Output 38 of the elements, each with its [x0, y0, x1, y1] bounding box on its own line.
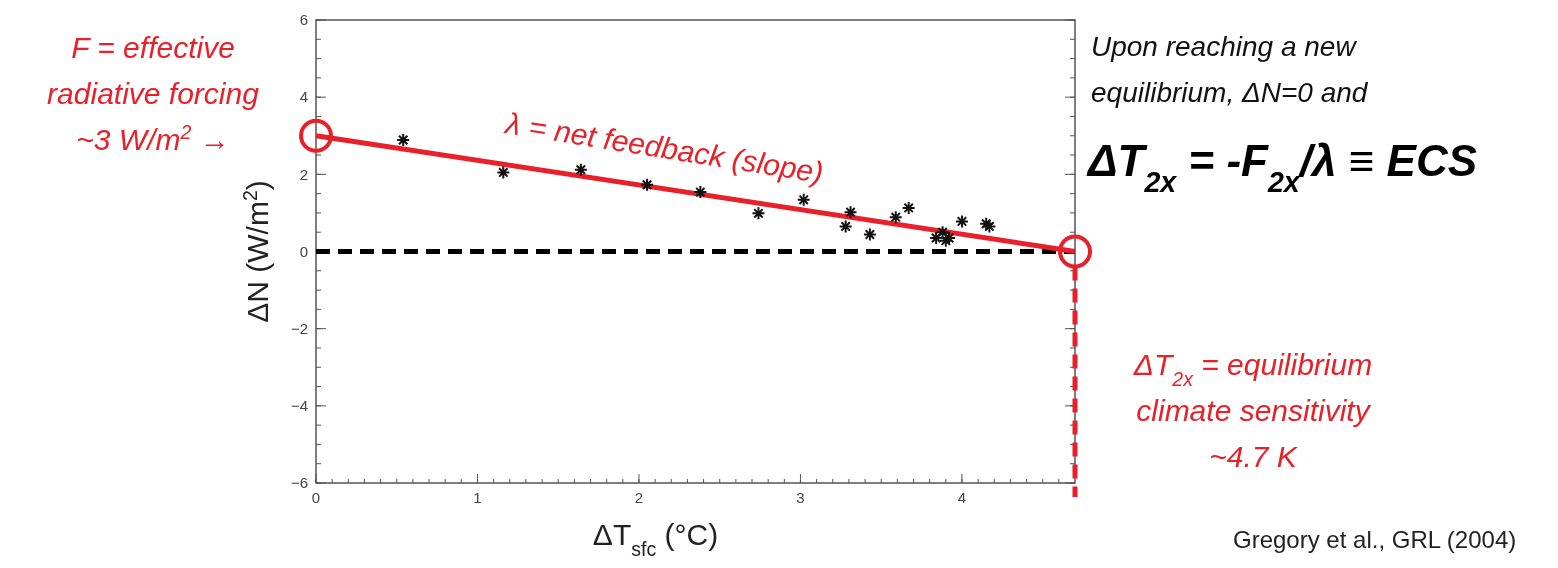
x-tick-label: 2	[634, 489, 644, 506]
point	[573, 162, 588, 177]
point	[888, 210, 903, 225]
text: ΔT$_{2x}$ = -F$_{2x}$/λ ≡ ECS	[1086, 136, 1478, 198]
y-tick-label: −4	[290, 397, 308, 415]
point	[838, 219, 853, 234]
text: Upon reaching a new equilibrium, ΔN=0 and	[1091, 31, 1369, 108]
point	[843, 205, 858, 220]
y-tick-label: 6	[299, 11, 308, 29]
x-tick-label: 1	[473, 489, 482, 506]
y-tick-label: 4	[299, 88, 308, 106]
point	[640, 177, 655, 192]
point	[299, 118, 333, 153]
point	[929, 231, 944, 245]
point	[693, 185, 708, 200]
point	[942, 231, 957, 245]
annotation: λ = net feedback (slope)	[501, 105, 826, 190]
text: F = effective radiative forcing ~3 W/m$^{2}$ →	[47, 31, 260, 156]
y-tick-label: −6	[290, 474, 308, 492]
text: ΔT$_{2x}$ = equilibrium climate sensitivity ~4.7 K	[1132, 348, 1373, 473]
text: Gregory et al., GRL (2004)	[1233, 526, 1517, 553]
y-tick-label: −2	[290, 319, 308, 337]
point	[1058, 234, 1092, 269]
x-axis-title: ΔT$_{sfc}$ (°C)	[592, 518, 719, 560]
point	[751, 206, 766, 221]
x-tick-label: 3	[796, 489, 805, 506]
point	[396, 132, 411, 147]
point	[954, 214, 969, 229]
point	[796, 192, 811, 207]
point	[938, 233, 953, 248]
point	[862, 227, 877, 242]
point	[496, 165, 511, 180]
point	[935, 225, 950, 240]
y-tick-label: 2	[299, 165, 308, 183]
x-tick-label: 4	[957, 489, 967, 506]
y-tick-label: 0	[299, 242, 308, 260]
point	[901, 200, 916, 215]
x-tick-label: 0	[311, 489, 321, 506]
